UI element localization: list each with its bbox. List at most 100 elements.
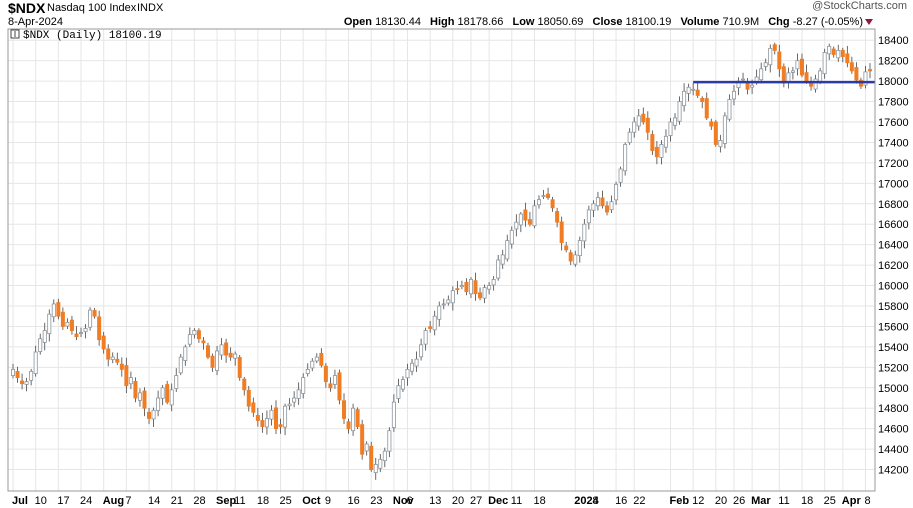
candle-body — [196, 330, 201, 340]
x-tick-label: 11 — [778, 495, 789, 507]
volume-label: Volume — [680, 16, 720, 28]
candle-body — [568, 252, 573, 262]
candle-body — [682, 90, 687, 107]
candle-body — [441, 303, 446, 306]
candle-body — [641, 113, 646, 123]
candle-body — [577, 240, 582, 257]
down-triangle-icon — [865, 19, 873, 26]
candle-body — [165, 384, 170, 403]
y-tick-label: 16400 — [878, 240, 909, 252]
plot-frame — [7, 28, 876, 492]
candle-body — [505, 240, 510, 260]
candle-body — [573, 254, 578, 265]
candle-body — [473, 280, 478, 295]
y-tick-label: 16200 — [878, 260, 909, 272]
y-tick-label: 18200 — [878, 56, 909, 68]
low-label: Low — [512, 16, 535, 28]
x-tick-label: 24 — [80, 495, 92, 507]
candle-body — [650, 134, 655, 152]
candle-body — [246, 389, 251, 407]
candle-body — [446, 299, 451, 304]
y-tick-label: 17400 — [878, 137, 909, 149]
candle-body — [750, 84, 755, 88]
candle-body — [591, 203, 596, 211]
candle-body — [468, 279, 473, 295]
candle-body — [527, 219, 532, 225]
candle-body — [514, 221, 519, 230]
candle-body — [273, 407, 278, 430]
gridlines — [8, 29, 875, 491]
y-tick-label: 15200 — [878, 362, 909, 374]
y-tick-label: 14400 — [878, 444, 909, 456]
low-value: 18050.69 — [537, 16, 584, 28]
candle-body — [822, 52, 827, 75]
y-tick-label: 16800 — [878, 199, 909, 211]
x-tick-label: Apr — [842, 495, 862, 507]
candle-body — [523, 209, 528, 221]
candle-body — [541, 195, 546, 198]
candle-body — [410, 362, 415, 372]
candle-body — [160, 387, 165, 399]
x-tick-label: 26 — [733, 495, 745, 507]
exchange: INDX — [137, 2, 164, 14]
candle-body — [201, 340, 206, 344]
candle-body — [10, 368, 15, 376]
candle-body — [255, 415, 260, 421]
candle-body — [623, 144, 628, 172]
candle-body — [854, 67, 859, 81]
candle-body — [224, 342, 229, 356]
x-tick-label: 28 — [193, 495, 205, 507]
candle-body — [518, 213, 523, 226]
candle-body — [546, 193, 551, 199]
x-tick-label: Sep — [216, 495, 236, 507]
x-tick-label: 25 — [280, 495, 292, 507]
candle-body — [727, 99, 732, 120]
candle-body — [491, 279, 496, 286]
candle-body — [29, 371, 34, 381]
candle-body — [709, 121, 714, 127]
candle-body — [24, 381, 29, 385]
x-tick-label: Nov — [393, 495, 415, 507]
x-tick-label: 11 — [511, 495, 522, 507]
candle-body — [323, 365, 328, 383]
candle-body — [741, 78, 746, 81]
y-tick-label: 18000 — [878, 76, 909, 88]
candle-body — [722, 115, 727, 144]
x-tick-label: 27 — [470, 495, 482, 507]
y-tick-label: 17800 — [878, 97, 909, 109]
candle-body — [119, 363, 124, 370]
candle-body — [609, 201, 614, 211]
candle-body — [618, 168, 623, 183]
open-value: 18130.44 — [375, 16, 421, 28]
candle-body — [813, 78, 818, 90]
candle-body — [151, 409, 156, 420]
candle-body — [845, 53, 850, 64]
candle-body — [33, 351, 38, 374]
index-name: Nasdaq 100 Index — [47, 2, 137, 14]
candle-body — [264, 418, 269, 428]
candle-body — [478, 292, 483, 299]
candle-body — [677, 101, 682, 122]
candle-body — [840, 49, 845, 57]
y-tick-label: 16600 — [878, 219, 909, 231]
candle-body — [287, 403, 292, 407]
candle-body — [718, 139, 723, 148]
y-tick-label: 14600 — [878, 424, 909, 436]
candle-body — [731, 90, 736, 100]
candle-body — [310, 360, 315, 369]
close-label: Close — [592, 16, 623, 28]
candle-body — [482, 287, 487, 299]
candle-body — [133, 381, 138, 399]
candle-body — [337, 372, 342, 401]
candle-body — [464, 281, 469, 293]
candle-body — [550, 199, 555, 209]
candle-body — [455, 288, 460, 291]
candle-body — [360, 424, 365, 455]
candle-body — [369, 445, 374, 470]
candle-body — [382, 450, 387, 462]
candle-body — [260, 420, 265, 428]
stockcharts-watermark: @StockCharts.com — [812, 0, 907, 12]
x-tick-label: 11 — [234, 495, 245, 507]
x-tick-label: 9 — [325, 495, 331, 507]
candle-body — [555, 211, 560, 223]
